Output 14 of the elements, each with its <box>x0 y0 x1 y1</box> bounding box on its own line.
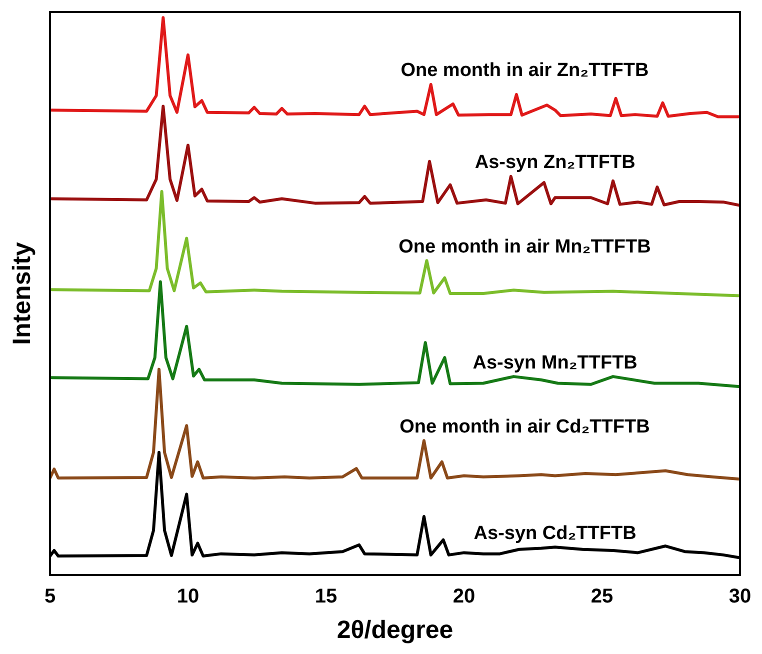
x-tick-label: 10 <box>176 586 200 608</box>
x-axis-title: 2θ/degree <box>336 616 454 644</box>
series-label: As-syn Mn₂TTFTB <box>472 352 638 374</box>
series-label: As-syn Zn₂TTFTB <box>474 152 636 174</box>
x-tick-label: 5 <box>44 586 56 608</box>
y-axis-title: Intensity <box>8 242 36 345</box>
x-tick-label: 20 <box>452 586 476 608</box>
x-tick-label: 15 <box>314 586 338 608</box>
series-label: As-syn Cd₂TTFTB <box>474 522 636 544</box>
series-label: One month in air Cd₂TTFTB <box>400 416 650 438</box>
x-tick-label: 30 <box>728 586 752 608</box>
series-label: One month in air Mn₂TTFTB <box>398 236 651 258</box>
series-label: One month in air Zn₂TTFTB <box>400 60 649 82</box>
x-tick-label: 25 <box>590 586 614 608</box>
